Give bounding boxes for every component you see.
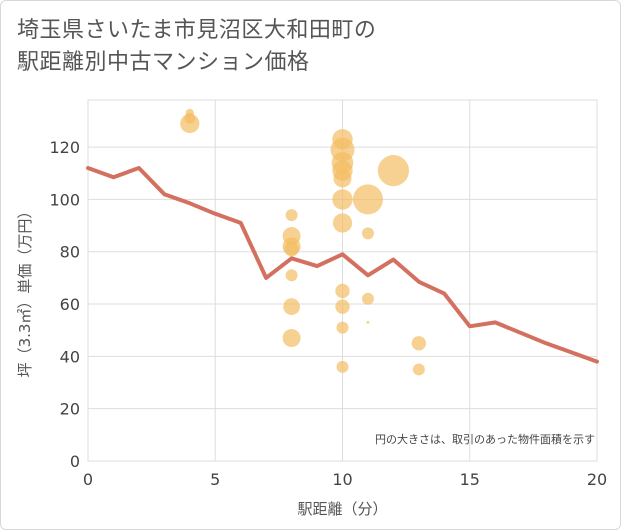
- bubble-point: [411, 336, 427, 351]
- bubble-point: [366, 320, 370, 324]
- bubble-point: [412, 363, 425, 376]
- x-tick-label: 15: [460, 470, 480, 489]
- x-tick-label: 20: [587, 470, 607, 489]
- chart-title: 埼玉県さいたま市見沼区大和田町の 駅距離別中古マンション価格: [17, 15, 607, 79]
- x-tick-label: 0: [83, 470, 93, 489]
- bubble-point: [361, 292, 374, 305]
- size-note: 円の大きさは、取引のあった物件面積を示す: [375, 432, 595, 446]
- bubble-layer: [180, 108, 427, 376]
- bubble-point: [180, 113, 200, 134]
- bubble-point: [283, 298, 300, 316]
- y-tick-label: 80: [60, 243, 80, 262]
- bubble-point: [332, 189, 353, 210]
- bubble-point: [335, 299, 350, 314]
- bubble-point: [332, 213, 353, 233]
- x-tick-labels: 0 5 10 15 20: [83, 470, 607, 489]
- bubble-point: [284, 241, 299, 257]
- bubble-point: [285, 269, 298, 282]
- x-axis-label: 駅距離（分）: [297, 500, 387, 518]
- y-tick-label: 20: [60, 400, 80, 419]
- chart-title-line2: 駅距離別中古マンション価格: [17, 50, 310, 75]
- y-tick-label: 120: [49, 138, 80, 157]
- y-tick-label: 60: [60, 295, 80, 314]
- x-tick-label: 10: [332, 470, 352, 489]
- x-tick-label: 5: [210, 470, 220, 489]
- bubble-point: [335, 283, 350, 299]
- trend-line: [86, 166, 599, 364]
- y-tick-labels: 0 20 40 60 80 100 120: [49, 138, 80, 471]
- chart-title-line1: 埼玉県さいたま市見沼区大和田町の: [17, 18, 377, 43]
- bubble-point: [285, 209, 298, 222]
- y-tick-label: 100: [49, 190, 80, 209]
- bubble-point: [282, 329, 301, 348]
- bubble-point: [352, 184, 383, 215]
- y-tick-label: 40: [60, 347, 80, 366]
- y-axis-label: 坪（3.3㎡）単価（万円）: [16, 204, 34, 378]
- bubble-point: [377, 155, 409, 187]
- y-tick-label: 0: [70, 452, 80, 471]
- bubble-point: [333, 169, 352, 188]
- bubble-point: [336, 360, 349, 373]
- bubble-point: [336, 321, 349, 334]
- bubble-point: [361, 227, 374, 240]
